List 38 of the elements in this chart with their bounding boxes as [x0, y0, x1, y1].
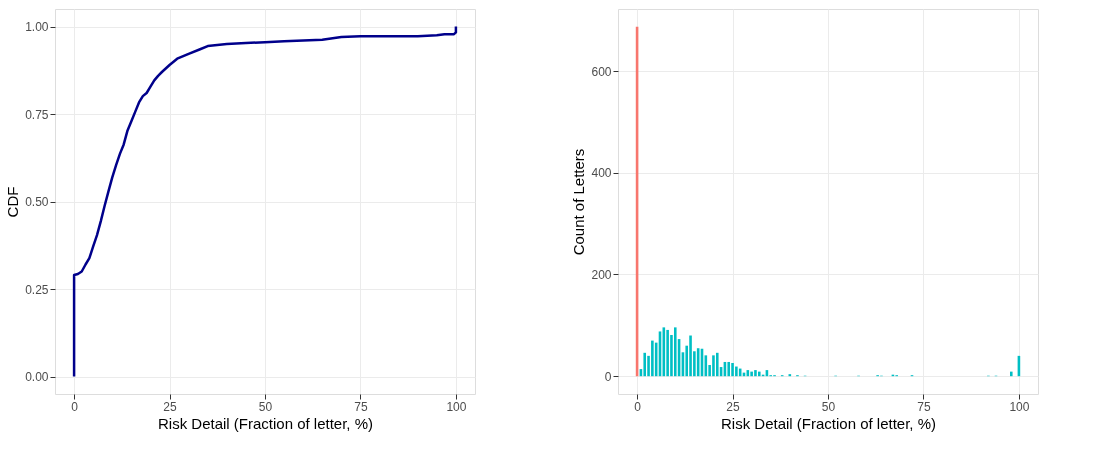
bar	[754, 370, 757, 377]
x-tick-label: 50	[821, 399, 836, 414]
bar	[1009, 371, 1013, 377]
y-tick-label: 0.25	[25, 282, 49, 297]
y-tick-label: 0	[604, 369, 612, 384]
bar	[673, 327, 677, 377]
x-tick-label: 100	[1009, 399, 1030, 414]
x-tick-label: 0	[634, 399, 642, 414]
bar	[727, 361, 731, 377]
x-axis-title: Risk Detail (Fraction of letter, %)	[157, 414, 374, 432]
bar	[712, 355, 715, 377]
y-tick-label: 0.00	[25, 370, 49, 384]
x-tick-label: 25	[726, 399, 741, 414]
x-tick-label: 50	[258, 399, 273, 414]
y-tick-label: 0.75	[25, 107, 49, 122]
bar	[757, 371, 761, 377]
line-series	[72, 25, 458, 378]
bar	[750, 371, 753, 377]
bar	[731, 362, 734, 377]
bar	[666, 329, 669, 377]
bar	[735, 366, 738, 377]
x-axis-title: Risk Detail (Fraction of letter, %)	[720, 414, 937, 432]
y-tick-label: 200	[591, 267, 612, 282]
x-tick-label: 75	[354, 399, 368, 414]
x-tick-label: 75	[917, 399, 931, 414]
y-tick-label: 400	[591, 166, 612, 181]
bar	[643, 352, 647, 377]
x-tick-label: 100	[446, 399, 467, 414]
bar	[689, 335, 692, 377]
x-tick-label: 0	[71, 399, 79, 414]
x-tick-label: 25	[163, 399, 178, 414]
y-tick-label: 0.50	[25, 195, 49, 209]
bar	[651, 340, 654, 377]
y-axis-title: CDF	[4, 186, 22, 218]
y-tick-label: 1.00	[25, 20, 49, 34]
y-tick-label: 600	[591, 64, 612, 79]
y-axis-title: Count of Letters	[570, 148, 588, 256]
bar	[715, 352, 719, 377]
